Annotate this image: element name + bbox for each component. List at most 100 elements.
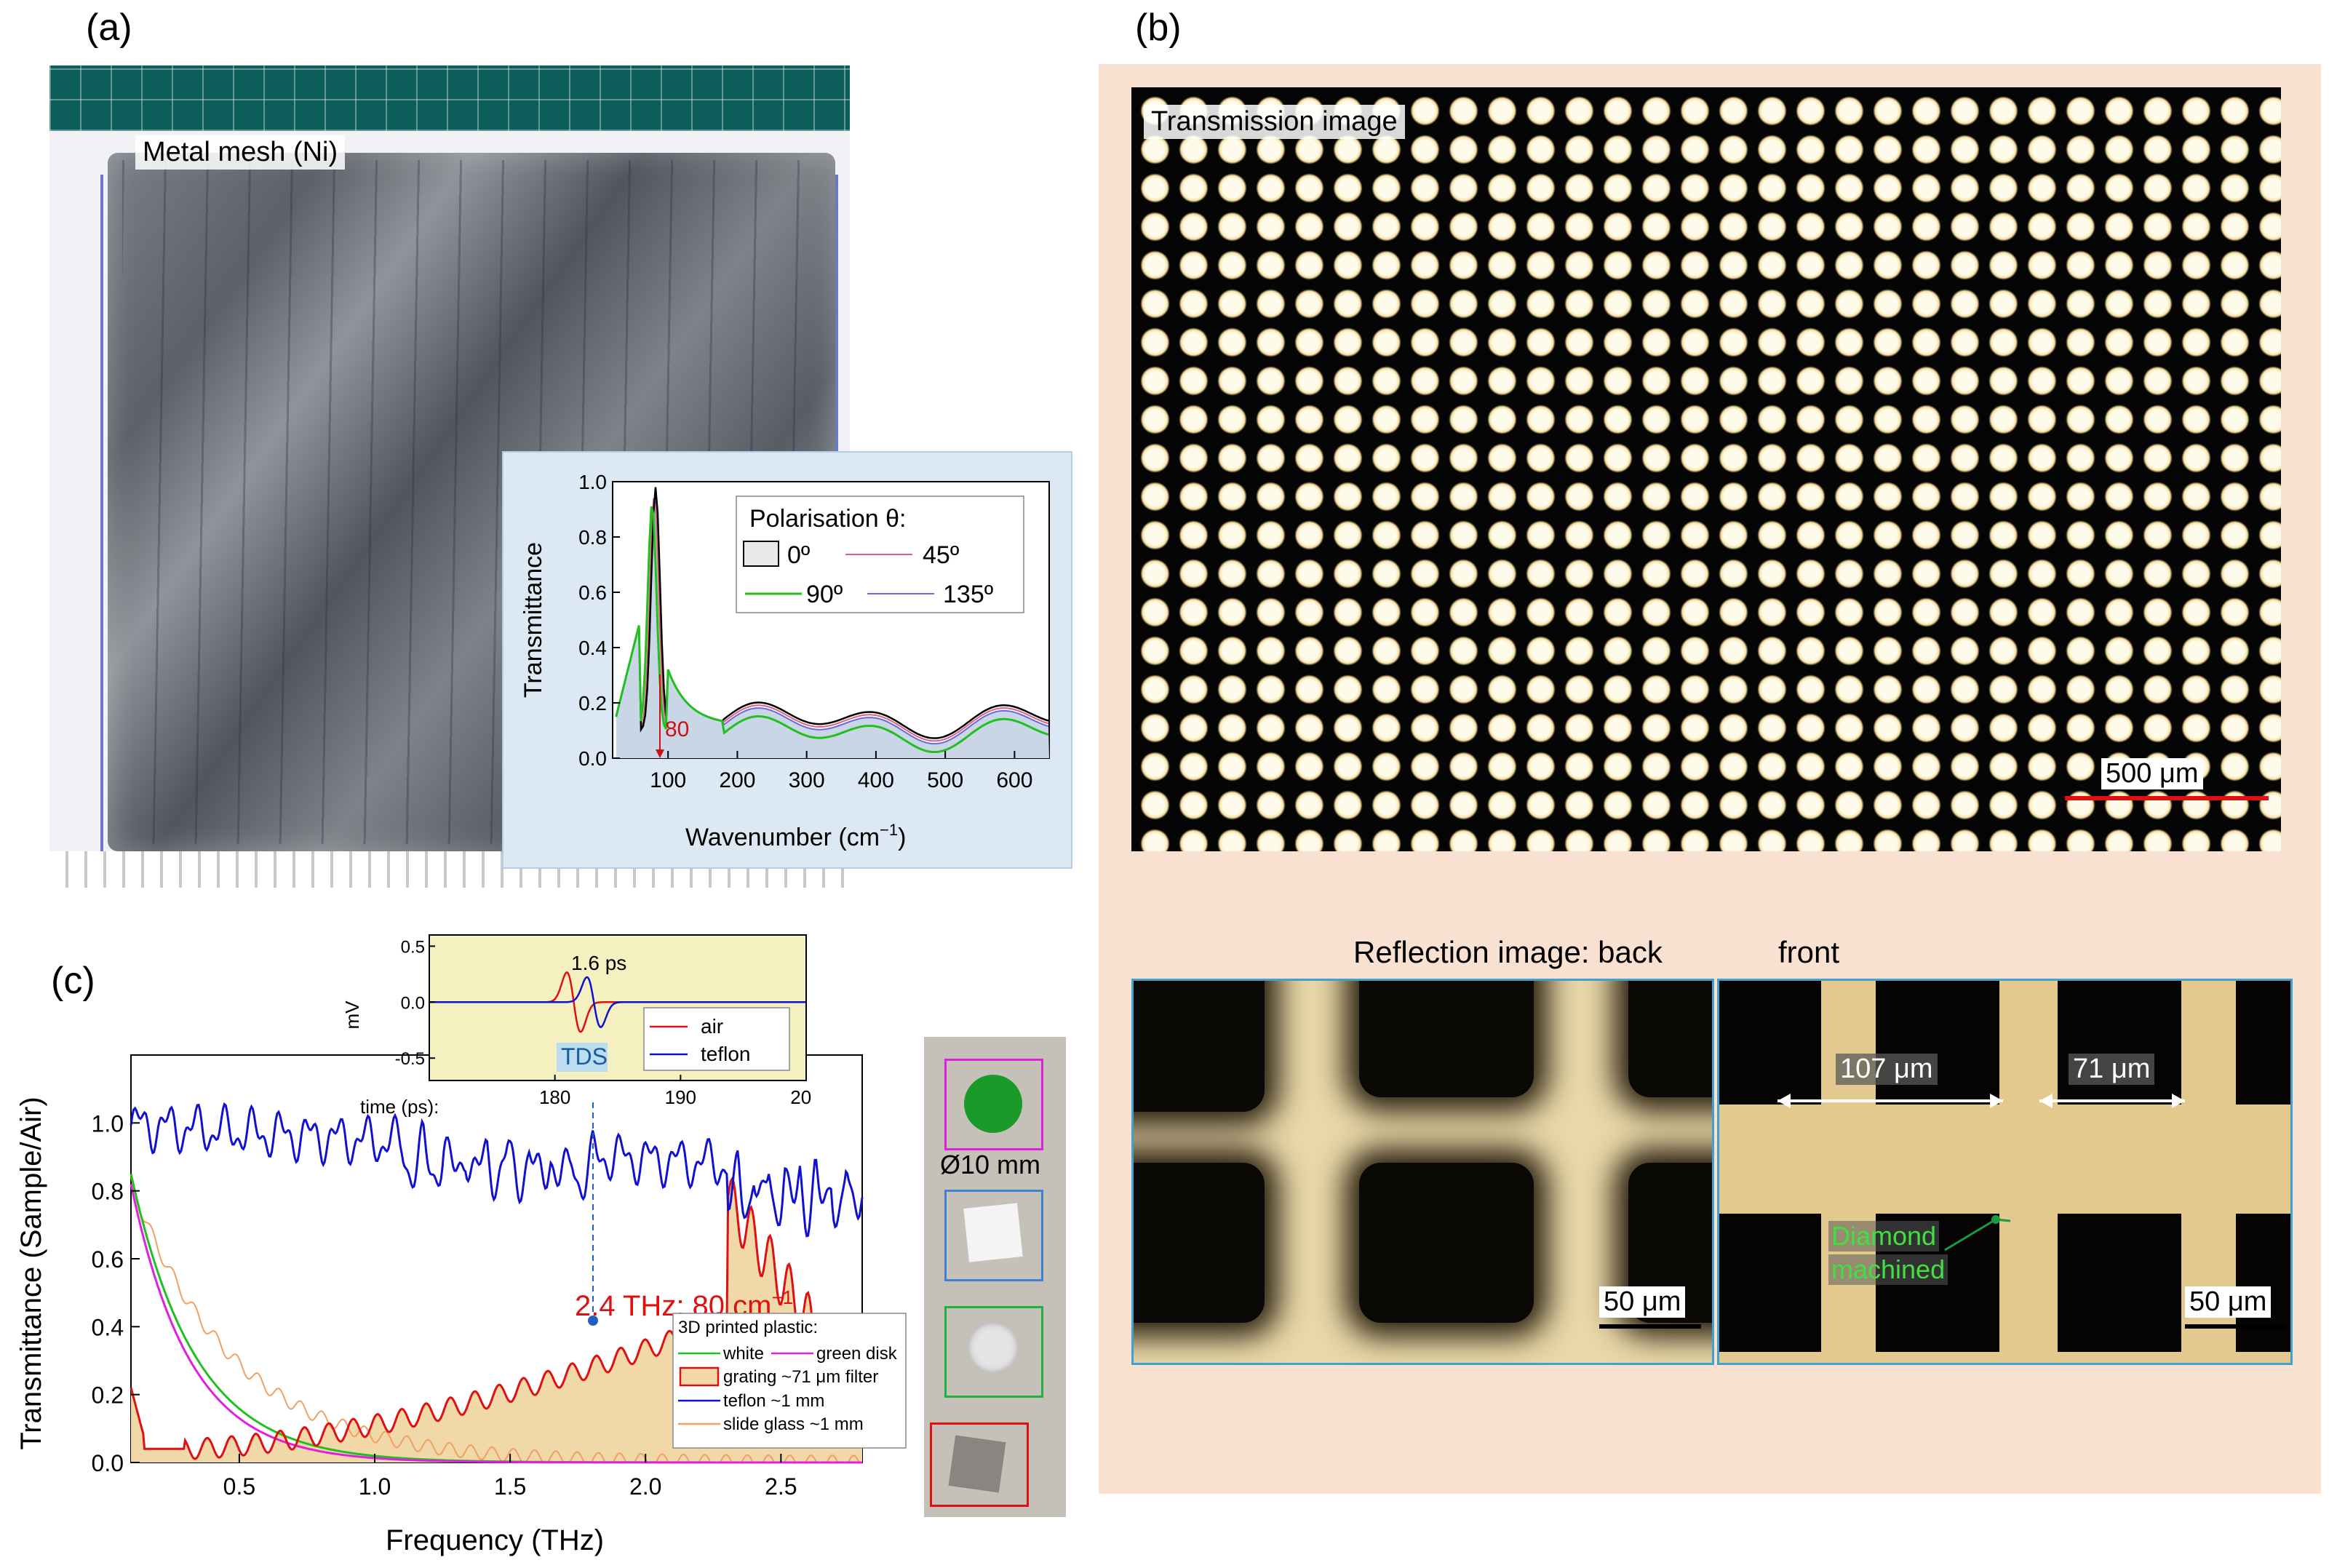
inset-y-label: Transmittance xyxy=(519,542,547,698)
inset-x-tick: 100 xyxy=(650,768,686,792)
legend-label-45: 45º xyxy=(923,541,959,569)
metal-mesh-label: Metal mesh (Ni) xyxy=(135,135,346,170)
transmission-image-label: Transmission image xyxy=(1144,105,1405,139)
scale-back-label: 50 μm xyxy=(1599,1286,1686,1318)
series-90 xyxy=(615,506,1049,753)
inset-y-tick: 0.4 xyxy=(578,637,607,659)
tds-series-teflon xyxy=(429,976,806,1029)
main-y-tick: 1.0 xyxy=(92,1110,124,1137)
main-x-ticks: 0.5 1.0 1.5 2.0 2.5 xyxy=(223,1454,797,1500)
tds-y-tick: -0.5 xyxy=(395,1049,425,1069)
inset-y-tick: 0.2 xyxy=(578,692,607,715)
inset-chart-svg: 0.0 0.2 0.4 0.6 0.8 1.0 100 200 300 400 500 600 80… xyxy=(519,471,1050,851)
green-disk-icon xyxy=(964,1075,1022,1133)
main-y-ticks: 0.0 0.2 0.4 0.6 0.8 1.0 xyxy=(92,1110,140,1476)
legend-white: white xyxy=(722,1344,764,1364)
back-hole-5 xyxy=(1359,1163,1534,1323)
scale-back-bar xyxy=(1599,1324,1701,1329)
marker-80-label: 80 xyxy=(665,717,689,741)
inset-y-tick: 0.8 xyxy=(578,526,607,549)
main-y-tick: 0.4 xyxy=(92,1314,124,1340)
dimension-107: 107 μm xyxy=(1836,1054,1938,1085)
back-hole-2 xyxy=(1359,981,1534,1097)
main-y-tick: 0.2 xyxy=(92,1382,124,1409)
panel-b-letter: (b) xyxy=(1135,7,1182,49)
diameter-label: Ø10 mm xyxy=(940,1150,1041,1179)
sample-frame-slide-glass xyxy=(930,1422,1029,1507)
front-hole-1 xyxy=(1719,981,1821,1105)
inset-x-ticks: 100 200 300 400 500 600 xyxy=(650,751,1032,792)
front-hole-5 xyxy=(1719,1214,1821,1352)
diamond-machined-label-2: machined xyxy=(1828,1254,1948,1285)
inset-x-tick: 200 xyxy=(719,768,755,792)
reflection-front-image: 107 μm 71 μm Diamond machined 50 μm xyxy=(1717,979,2293,1365)
reflection-label: Reflection image: back xyxy=(1353,935,1663,969)
inset-transmittance-chart: 0.0 0.2 0.4 0.6 0.8 1.0 100 200 300 400 500 600 80… xyxy=(502,451,1072,869)
diamond-machined-label-1: Diamond xyxy=(1828,1221,1940,1251)
front-hole-4 xyxy=(2236,981,2290,1105)
scale-bar-top-label: 500 μm xyxy=(2101,758,2203,789)
main-y-label: Transmittance (Sample/Air) xyxy=(15,1097,47,1449)
tds-x-tick: 200 xyxy=(790,1086,811,1108)
tds-y-label: mV xyxy=(346,1000,363,1030)
front-label: front xyxy=(1778,935,1840,969)
series-grating xyxy=(130,1176,864,1460)
transmission-image xyxy=(1131,87,2281,851)
cutting-mat xyxy=(49,65,850,131)
main-legend-title: 3D printed plastic: xyxy=(678,1318,818,1337)
inset-x-label: Wavenumber (cm−1) xyxy=(685,821,906,851)
main-x-tick: 1.0 xyxy=(359,1473,391,1500)
transmittance-chart: 0.0 0.2 0.4 0.6 0.8 1.0 0.5 1.0 1.5 2.0 2.5 Trans… xyxy=(15,1054,907,1556)
white-square-icon xyxy=(963,1203,1023,1262)
main-y-tick: 0.8 xyxy=(92,1179,124,1205)
clear-disk-icon xyxy=(968,1322,1019,1373)
tds-x-tick: 190 xyxy=(665,1086,696,1108)
inset-y-ticks: 0.0 0.2 0.4 0.6 0.8 1.0 xyxy=(578,471,620,770)
legend-label-90: 90º xyxy=(806,581,843,608)
tds-legend-teflon: teflon xyxy=(701,1043,751,1065)
front-hole-8 xyxy=(2236,1214,2290,1352)
tds-inset: 0.5 0.0 -0.5 180 190 200 mV time (ps): 1.6 p… xyxy=(341,920,822,1118)
tds-label: TDS xyxy=(561,1043,608,1070)
tds-legend-air: air xyxy=(701,1015,723,1038)
scale-front-bar xyxy=(2185,1324,2287,1329)
inset-x-tick: 300 xyxy=(789,768,825,792)
samples-photo: Ø10 mm xyxy=(924,1037,1066,1517)
tds-y-tick: 0.0 xyxy=(401,993,425,1013)
tds-delay-label: 1.6 ps xyxy=(571,952,626,974)
main-x-tick: 0.5 xyxy=(223,1473,255,1500)
legend-green-disk: green disk xyxy=(816,1344,898,1364)
inset-y-tick: 1.0 xyxy=(578,471,607,493)
series-teflon xyxy=(130,1102,864,1238)
tds-inset-svg: 0.5 0.0 -0.5 180 190 200 mV time (ps): 1.6 p… xyxy=(341,934,822,1118)
main-y-tick: 0.0 xyxy=(92,1450,124,1476)
legend-slide-glass: slide glass ~1 mm xyxy=(723,1414,864,1434)
tds-x-label: time (ps): xyxy=(360,1096,439,1117)
paper-blue-line-left xyxy=(100,175,103,873)
sample-frame-grating xyxy=(944,1306,1043,1398)
inset-x-tick: 500 xyxy=(927,768,963,792)
panel-a-letter: (a) xyxy=(86,7,132,49)
transmission-overlay xyxy=(1131,87,2281,851)
tds-marker xyxy=(588,1316,598,1326)
sample-frame-green-disk xyxy=(944,1059,1043,1150)
sample-frame-white xyxy=(944,1190,1043,1281)
inset-x-tick: 600 xyxy=(996,768,1032,792)
dimension-71: 71 μm xyxy=(2069,1054,2155,1085)
main-x-tick: 1.5 xyxy=(494,1473,526,1500)
legend-swatch-0 xyxy=(743,541,779,567)
legend-label-0: 0º xyxy=(787,541,810,569)
tds-y-ticks: 0.5 0.0 -0.5 xyxy=(395,937,435,1069)
tds-y-tick: 0.5 xyxy=(401,937,425,957)
series-green-disk xyxy=(130,1183,862,1464)
legend-grating: grating ~71 μm filter xyxy=(723,1367,878,1387)
reflection-back-image: 50 μm xyxy=(1131,979,1714,1365)
main-x-tick: 2.0 xyxy=(629,1473,661,1500)
back-hole-3 xyxy=(1628,981,1712,1097)
inset-y-tick: 0.6 xyxy=(578,581,607,604)
tds-label-box xyxy=(557,1043,608,1072)
tds-x-tick: 180 xyxy=(539,1086,570,1108)
main-x-tick: 2.5 xyxy=(765,1473,797,1500)
inset-x-tick: 400 xyxy=(858,768,894,792)
back-hole-4 xyxy=(1134,1163,1265,1323)
